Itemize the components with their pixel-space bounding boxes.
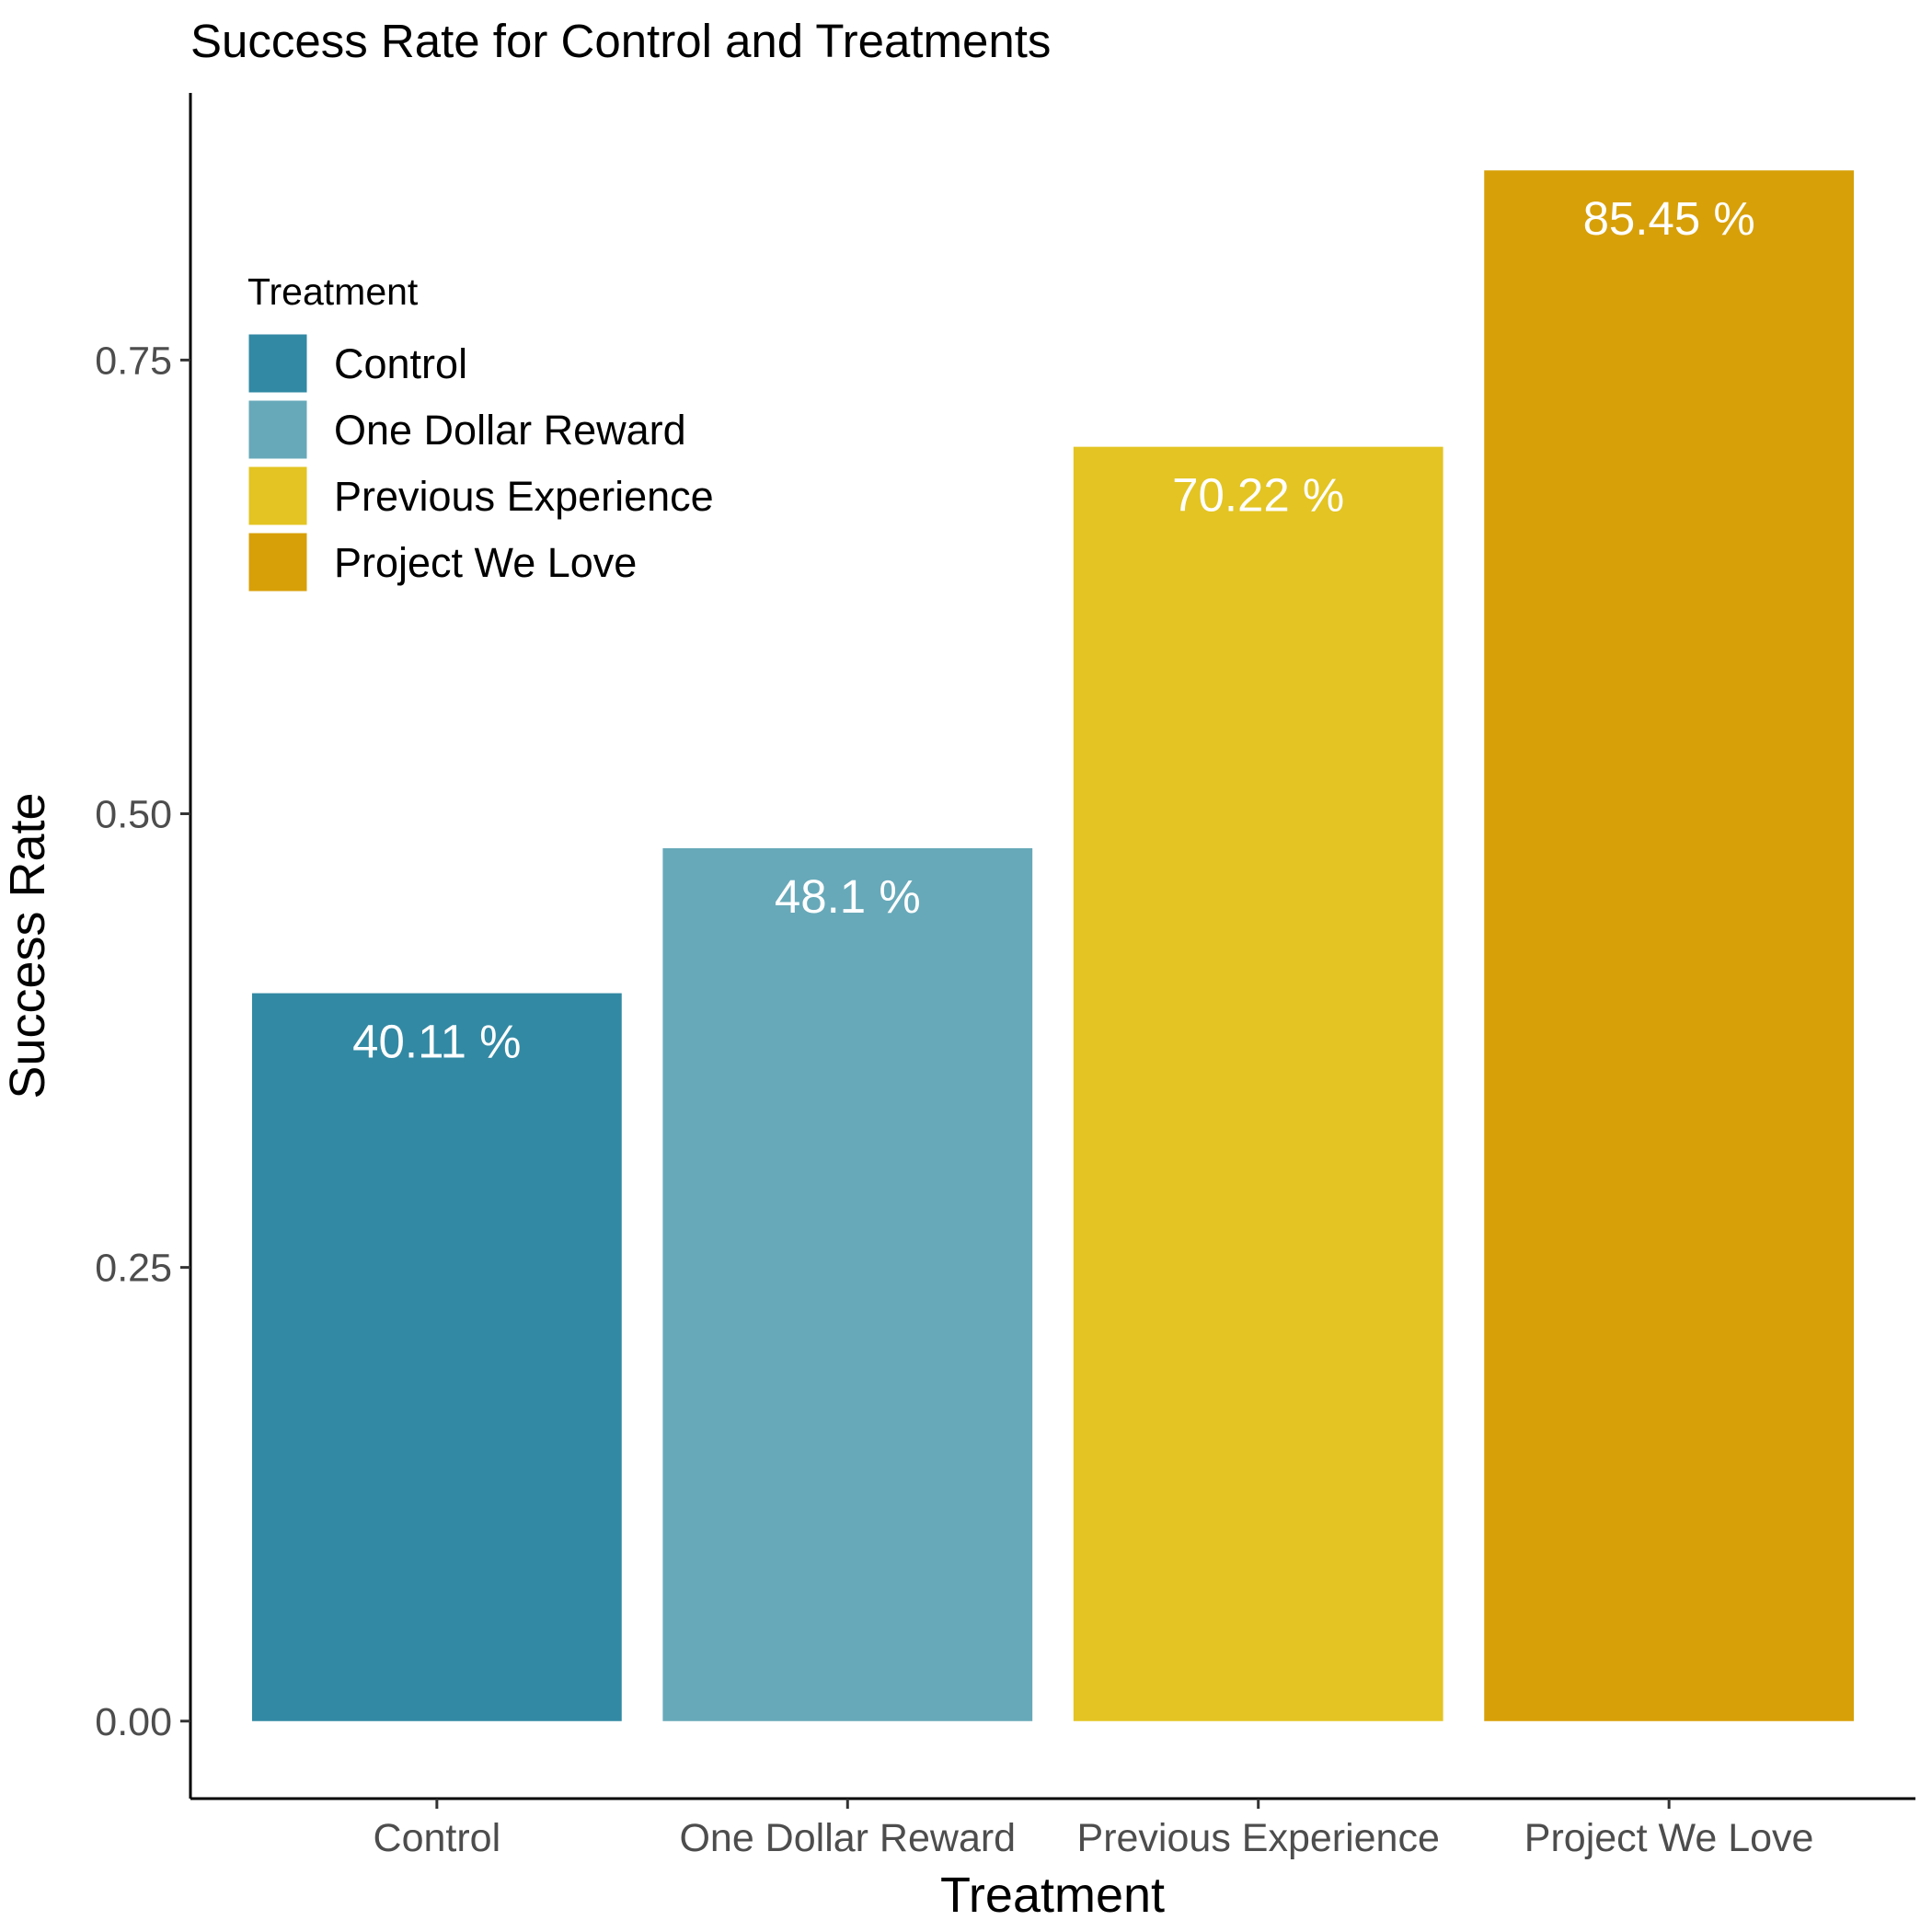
y-tick-label: 0.00 [95, 1700, 172, 1744]
legend-label: Project We Love [334, 539, 637, 586]
y-axis-title: Success Rate [0, 792, 55, 1098]
bar-1 [662, 847, 1033, 1721]
legend-label: One Dollar Reward [334, 407, 686, 454]
y-tick-label: 0.75 [95, 339, 172, 383]
bar-0 [251, 993, 622, 1721]
legend-key-1 [246, 397, 310, 462]
bar-3 [1484, 170, 1855, 1721]
bar-value-label: 70.22 % [1172, 469, 1344, 522]
legend-key-2 [246, 464, 310, 528]
y-tick-label: 0.50 [95, 792, 172, 836]
chart-title: Success Rate for Control and Treatments [190, 15, 1051, 67]
legend-title: Treatment [247, 270, 419, 313]
x-tick-label: Previous Experience [1077, 1816, 1440, 1860]
bar-value-label: 85.45 % [1583, 192, 1755, 245]
x-tick-label: Project We Love [1524, 1816, 1814, 1860]
x-axis-title: Treatment [940, 1868, 1165, 1923]
y-tick-label: 0.25 [95, 1247, 172, 1291]
legend-label: Previous Experience [334, 473, 714, 520]
x-tick-label: Control [374, 1816, 501, 1860]
x-tick-label: One Dollar Reward [679, 1816, 1016, 1860]
plot-area: 40.11 % 48.1 % 70.22 % 85.45 % [251, 170, 1855, 1721]
legend-key-0 [246, 331, 310, 396]
legend: Treatment Control One Dollar Reward Previo… [246, 270, 714, 594]
legend-key-3 [246, 530, 310, 594]
legend-label: Control [334, 340, 467, 387]
bar-value-label: 40.11 % [352, 1016, 521, 1068]
bar-value-label: 48.1 % [775, 870, 921, 923]
bar-2 [1073, 446, 1443, 1721]
